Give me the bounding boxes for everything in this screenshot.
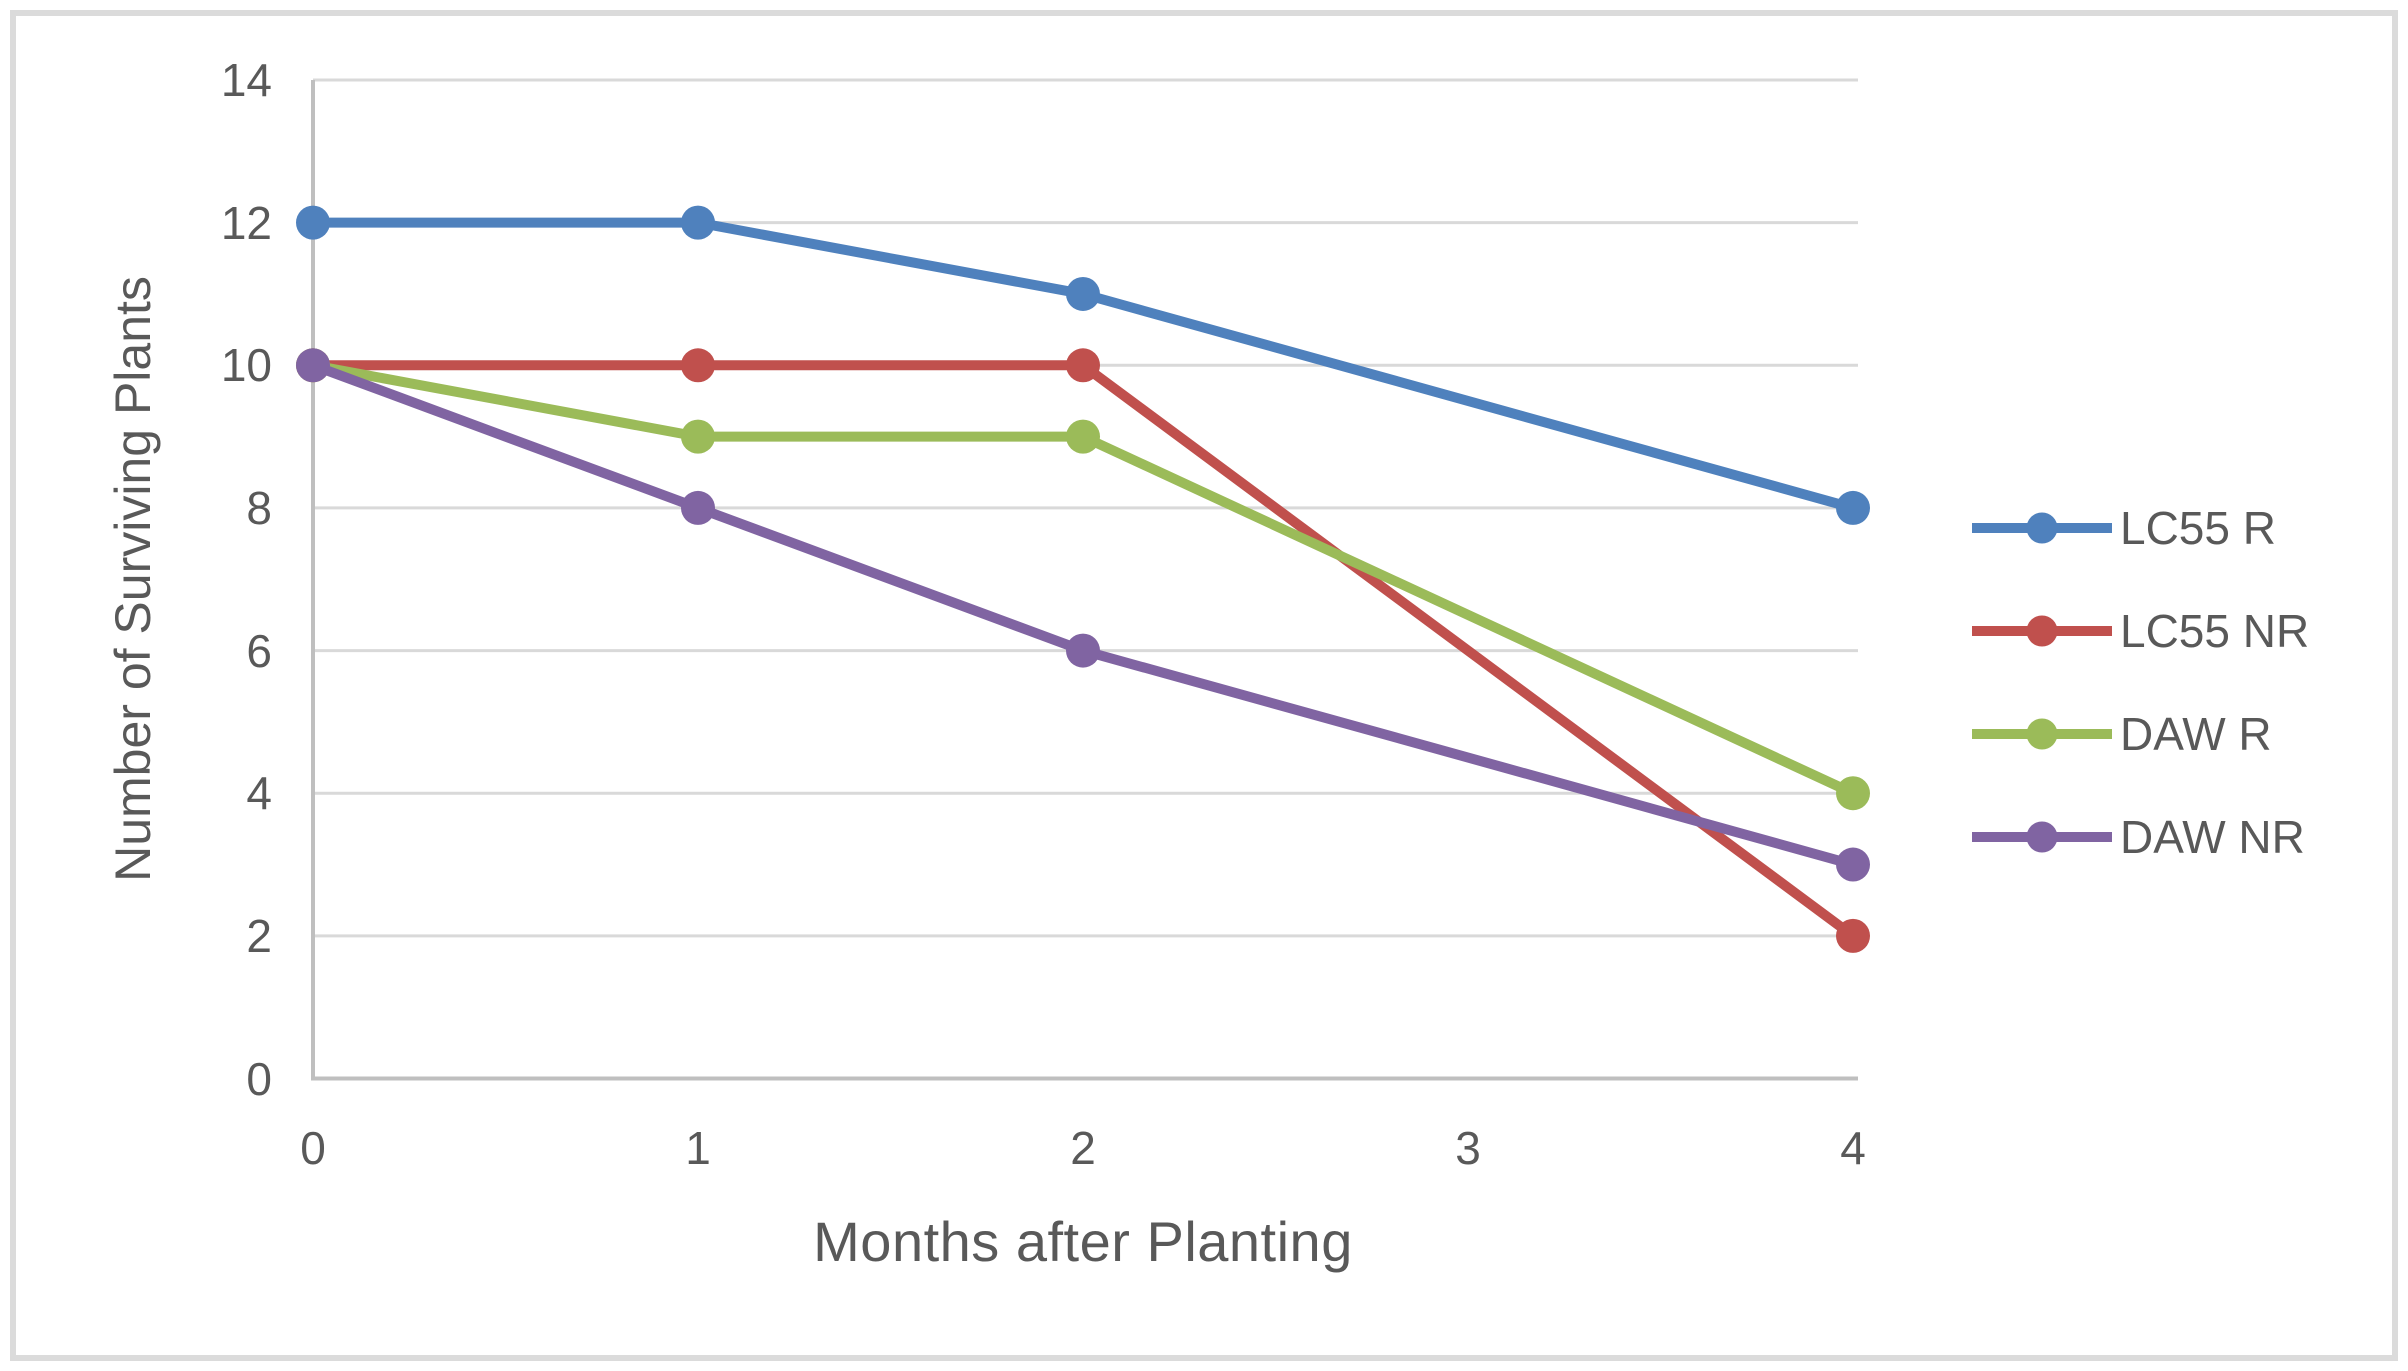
legend-item-lc55-r: LC55 R (1972, 476, 2309, 579)
y-tick-label: 8 (246, 481, 272, 534)
series-line (308, 360, 1858, 799)
y-tick-label: 14 (220, 54, 272, 106)
data-point-marker (296, 205, 330, 240)
x-tick-label: 1 (685, 1122, 711, 1174)
legend-line-marker-icon (1972, 615, 2112, 646)
data-point-marker (681, 205, 715, 240)
series-line (308, 360, 1858, 941)
x-tick-label: 3 (1455, 1122, 1481, 1174)
y-tick-label: 12 (220, 196, 272, 249)
legend-item-lc55-nr: LC55 NR (1972, 579, 2309, 682)
data-point-marker (1066, 419, 1100, 454)
data-point-marker (1836, 847, 1870, 882)
data-point-marker (1066, 276, 1100, 311)
data-point-marker (1836, 776, 1870, 811)
legend-item-daw-nr: DAW NR (1972, 785, 2309, 888)
x-axis-title: Months after Planting (813, 1210, 1353, 1273)
data-point-marker (296, 348, 330, 383)
x-tick-label: 0 (300, 1122, 326, 1174)
data-point-marker (1836, 490, 1870, 525)
chart-legend: LC55 R LC55 NR DAW R DAW NR (1972, 476, 2309, 888)
data-point-marker (1836, 918, 1870, 953)
legend-line-marker-icon (1972, 512, 2112, 543)
series-line (308, 217, 1858, 513)
y-tick-label: 2 (246, 909, 272, 962)
x-tick-label: 4 (1840, 1122, 1866, 1174)
data-point-marker (1066, 348, 1100, 383)
data-point-marker (681, 419, 715, 454)
y-tick-label: 4 (246, 767, 272, 820)
legend-item-daw-r: DAW R (1972, 682, 2309, 785)
series-daw-r (296, 348, 1870, 811)
gridlines (313, 78, 1858, 938)
series-daw-nr (296, 348, 1870, 882)
legend-label: LC55 R (2120, 501, 2276, 554)
data-point-marker (1066, 633, 1100, 668)
legend-label: DAW R (2120, 707, 2272, 760)
y-axis-title: Number of Surviving Plants (105, 276, 161, 882)
y-tick-label: 6 (246, 624, 272, 677)
series-lc55-r (296, 205, 1870, 525)
data-point-marker (681, 348, 715, 383)
legend-line-marker-icon (1972, 821, 2112, 852)
x-tick-label: 2 (1070, 1122, 1096, 1174)
series-line (308, 360, 1858, 870)
y-tick-label: 0 (246, 1052, 272, 1105)
legend-line-marker-icon (1972, 718, 2112, 749)
data-point-marker (681, 490, 715, 525)
legend-label: DAW NR (2120, 810, 2305, 863)
y-tick-label: 10 (220, 339, 272, 392)
legend-label: LC55 NR (2120, 604, 2310, 657)
